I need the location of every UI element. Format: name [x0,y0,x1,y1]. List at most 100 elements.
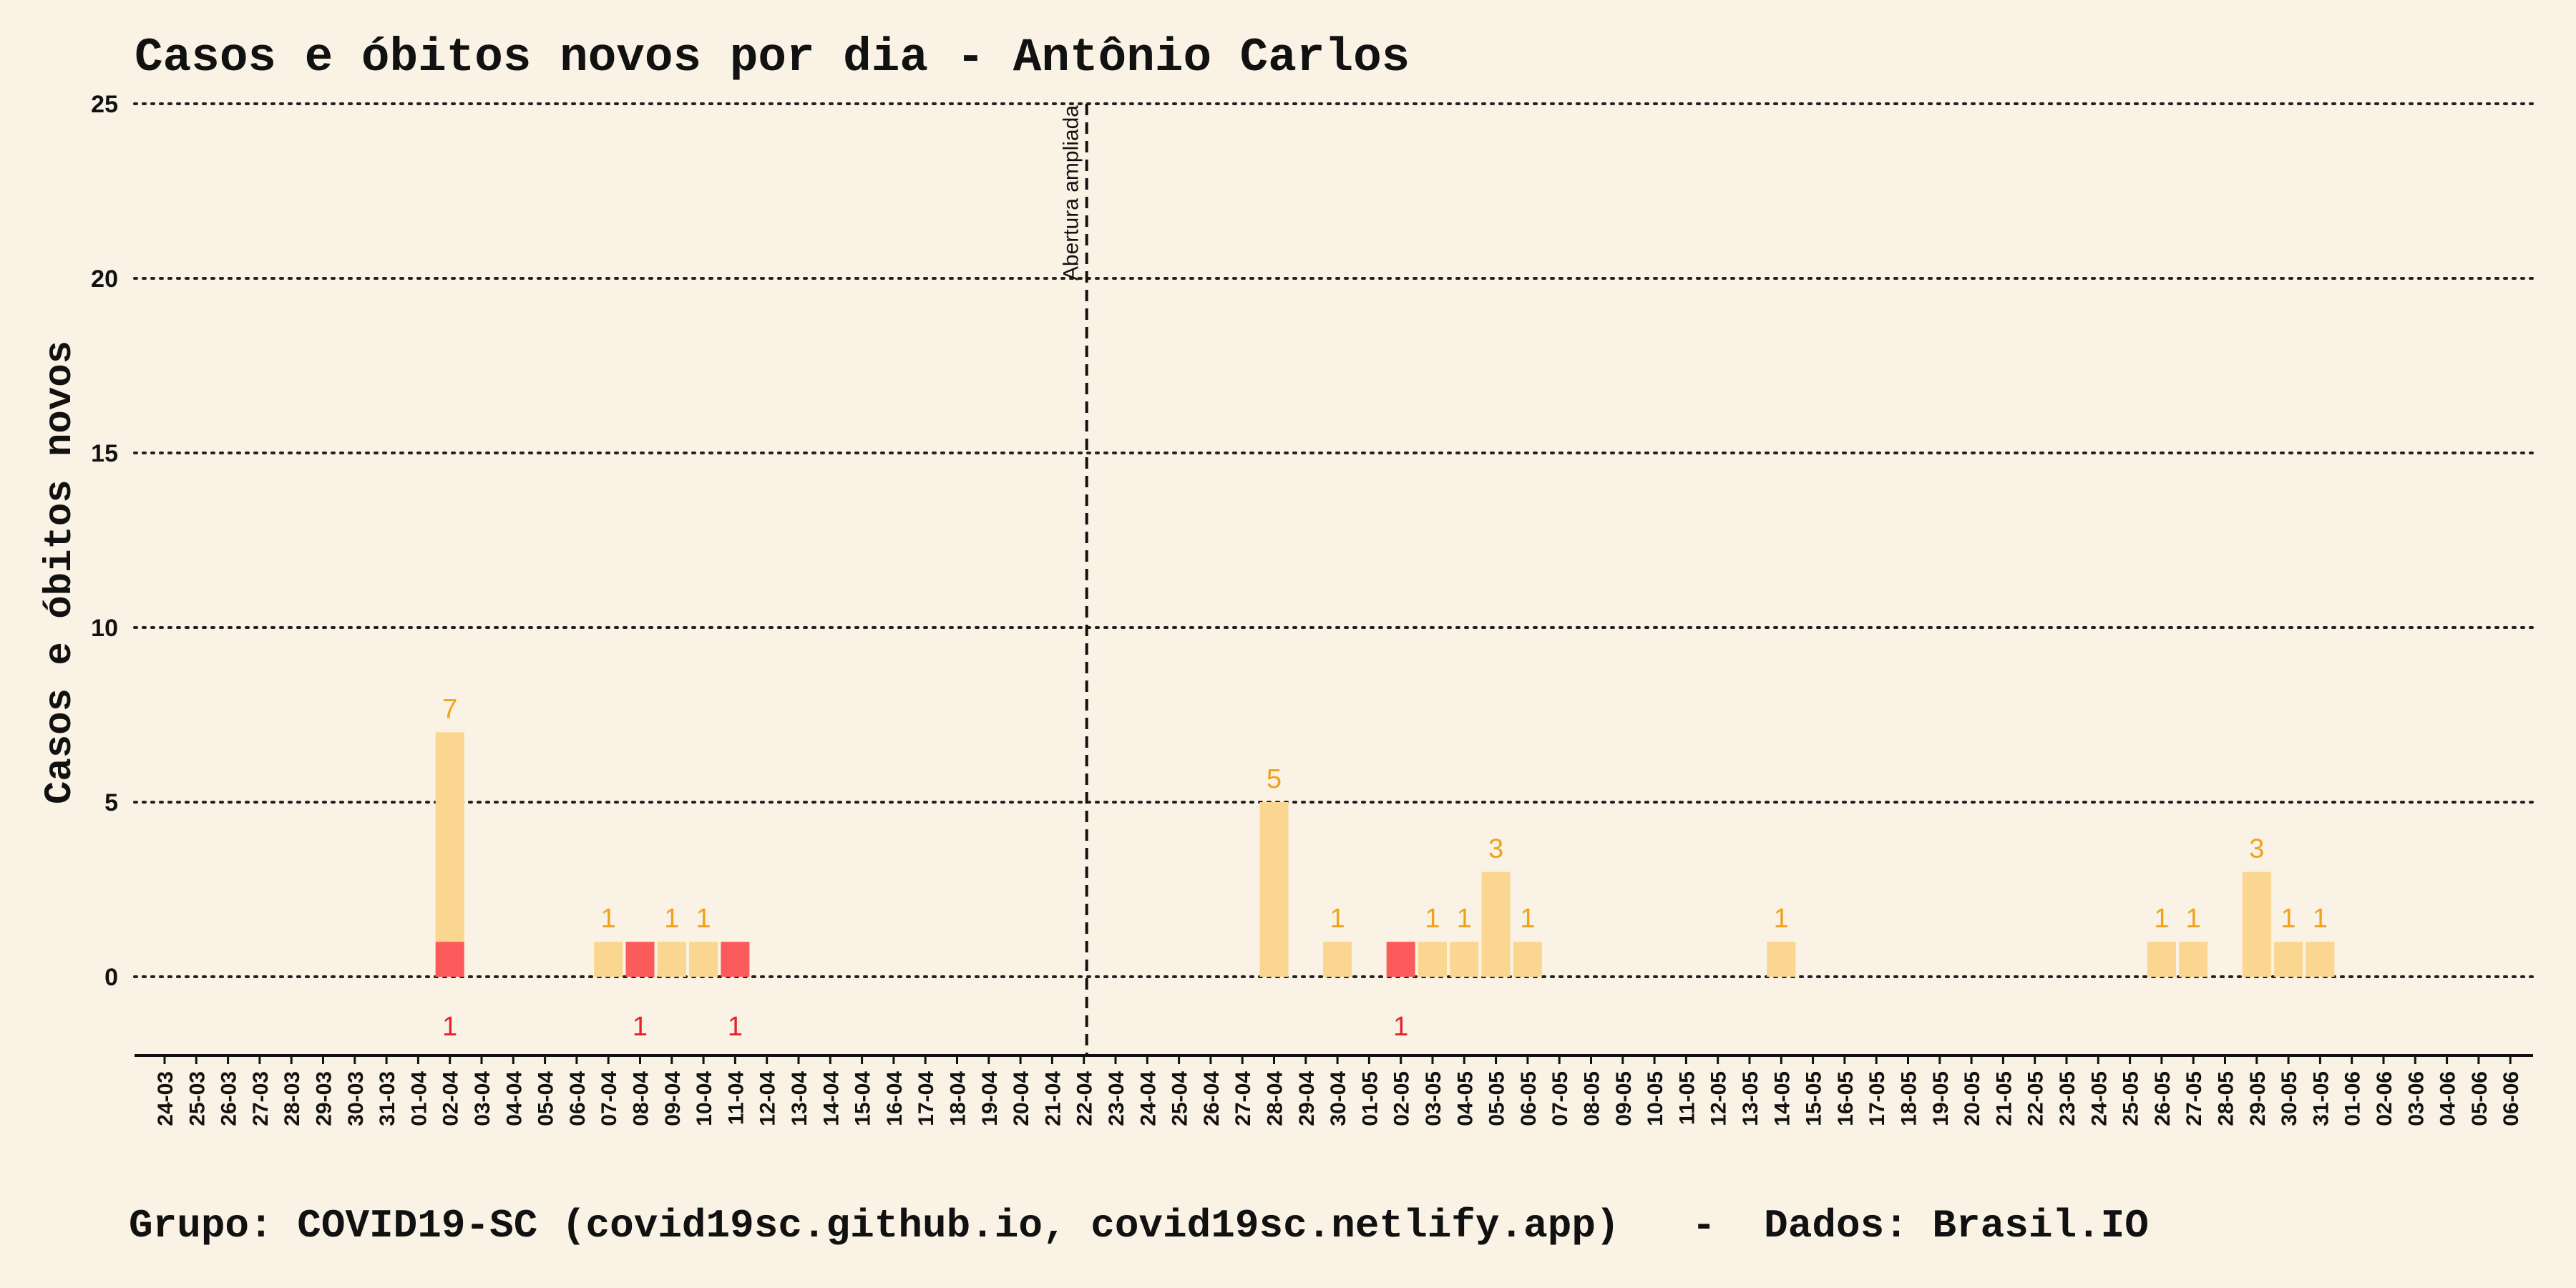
x-tick-label: 03-06 [2404,1071,2428,1126]
x-tick-label: 28-04 [1264,1071,1287,1126]
x-tick-label: 15-05 [1802,1071,1826,1126]
y-tick-label: 10 [91,615,118,642]
data-label: 1 [1330,904,1345,934]
bar [721,942,750,977]
x-tick-label: 31-03 [376,1071,399,1126]
x-tick-label: 09-05 [1612,1071,1636,1126]
x-tick-label: 16-05 [1834,1071,1858,1126]
x-tick-label: 02-04 [439,1071,463,1126]
x-tick-label: 05-06 [2468,1071,2492,1126]
x-tick-label: 03-04 [471,1071,494,1126]
x-tick-label: 09-04 [661,1071,685,1126]
x-tick-label: 24-05 [2087,1071,2111,1126]
x-tick-label: 12-05 [1707,1071,1731,1126]
data-labels: 71 1 151 1 131 1 1 131 11 1 1 1 [442,694,2328,1042]
x-tick-label: 04-05 [1453,1071,1477,1126]
data-label: 1 [442,1012,457,1042]
x-tick-label: 13-05 [1739,1071,1762,1126]
x-tick-label: 25-05 [2119,1071,2143,1126]
x-tick-label: 30-04 [1327,1071,1350,1126]
annotation: Abertura ampliada [1060,104,1088,1055]
data-label: 1 [696,904,711,934]
x-tick-label: 27-04 [1231,1071,1255,1126]
bar [2242,872,2271,977]
x-tick-label: 20-04 [1010,1071,1033,1126]
x-tick-label: 19-04 [978,1071,1002,1126]
x-tick-label: 17-04 [914,1071,938,1126]
x-tick-label: 08-04 [630,1071,653,1126]
x-tick-label: 21-04 [1041,1071,1065,1126]
footer-credits: Grupo: COVID19-SC (covid19sc.github.io, … [129,1203,2149,1249]
bars [435,732,2335,977]
x-tick-label: 11-04 [724,1071,748,1125]
data-label: 1 [1393,1012,1408,1042]
bar [1323,942,1352,977]
x-tick-label: 01-05 [1358,1071,1382,1126]
x-tick-label: 10-05 [1644,1071,1667,1126]
data-label: 1 [1774,904,1789,934]
data-label: 1 [2281,904,2296,934]
data-label: 1 [2186,904,2201,934]
data-label: 1 [633,1012,648,1042]
x-tick-label: 08-05 [1581,1071,1604,1126]
bar [435,732,464,977]
x-tick-label: 30-03 [344,1071,368,1126]
x-tick-label: 12-04 [756,1071,780,1126]
data-label: 1 [601,904,616,934]
y-tick-label: 15 [91,440,118,467]
x-tick-label: 02-05 [1390,1071,1414,1126]
x-tick-label: 24-04 [1136,1071,1160,1126]
data-label: 1 [2313,904,2328,934]
x-tick-label: 27-05 [2182,1071,2206,1126]
x-tick-label: 06-06 [2499,1071,2523,1126]
bar [1481,872,1511,977]
x-tick-label: 18-04 [947,1071,970,1126]
x-tick-label: 11-05 [1675,1071,1699,1125]
bar [1418,942,1447,977]
x-tick-label: 24-03 [154,1071,177,1126]
data-label: 1 [1425,904,1440,934]
x-tick-label: 14-04 [819,1071,843,1126]
x-tick-labels: 24-03 25-03 26-03 27-03 28-03 29-03 30-03 31-03… [154,1055,2523,1126]
x-tick-label: 02-06 [2373,1071,2396,1126]
x-tick-label: 01-06 [2341,1071,2365,1126]
x-tick-label: 22-04 [1073,1071,1097,1126]
x-tick-label: 18-05 [1898,1071,1921,1126]
x-tick-label: 25-03 [185,1071,209,1126]
data-label: 1 [1457,904,1472,934]
x-tick-label: 22-05 [2024,1071,2048,1126]
y-axis-label: Casos e óbitos novos [39,341,82,804]
x-tick-label: 01-04 [407,1071,431,1126]
bar [1386,942,1415,977]
bar [689,942,718,977]
bar [1513,942,1542,977]
x-tick-label: 26-04 [1200,1071,1224,1126]
y-tick-label: 5 [104,789,118,816]
x-tick-label: 31-05 [2309,1071,2333,1126]
x-tick-label: 20-05 [1961,1071,1984,1126]
bar [435,942,464,977]
x-tick-label: 30-05 [2278,1071,2301,1126]
x-tick-label: 10-04 [693,1071,716,1126]
bar [2306,942,2335,977]
x-tick-label: 28-03 [280,1071,304,1126]
y-tick-label: 25 [91,91,118,118]
data-label: 3 [1488,834,1503,864]
x-tick-label: 26-03 [218,1071,241,1126]
x-tick-label: 29-04 [1295,1071,1319,1126]
x-tick-label: 03-05 [1422,1071,1445,1126]
x-tick-label: 07-05 [1548,1071,1572,1126]
bar [625,942,655,977]
x-tick-label: 13-04 [788,1071,811,1126]
data-label: 1 [1520,904,1535,934]
x-tick-label: 17-05 [1865,1071,1889,1126]
x-tick-label: 25-04 [1169,1071,1192,1126]
x-tick-label: 14-05 [1770,1071,1794,1126]
data-label: 1 [664,904,679,934]
x-tick-label: 04-04 [502,1071,526,1126]
x-tick-label: 16-04 [883,1071,907,1126]
x-tick-label: 28-05 [2215,1071,2238,1126]
data-label: 3 [2249,834,2264,864]
bar [594,942,623,977]
